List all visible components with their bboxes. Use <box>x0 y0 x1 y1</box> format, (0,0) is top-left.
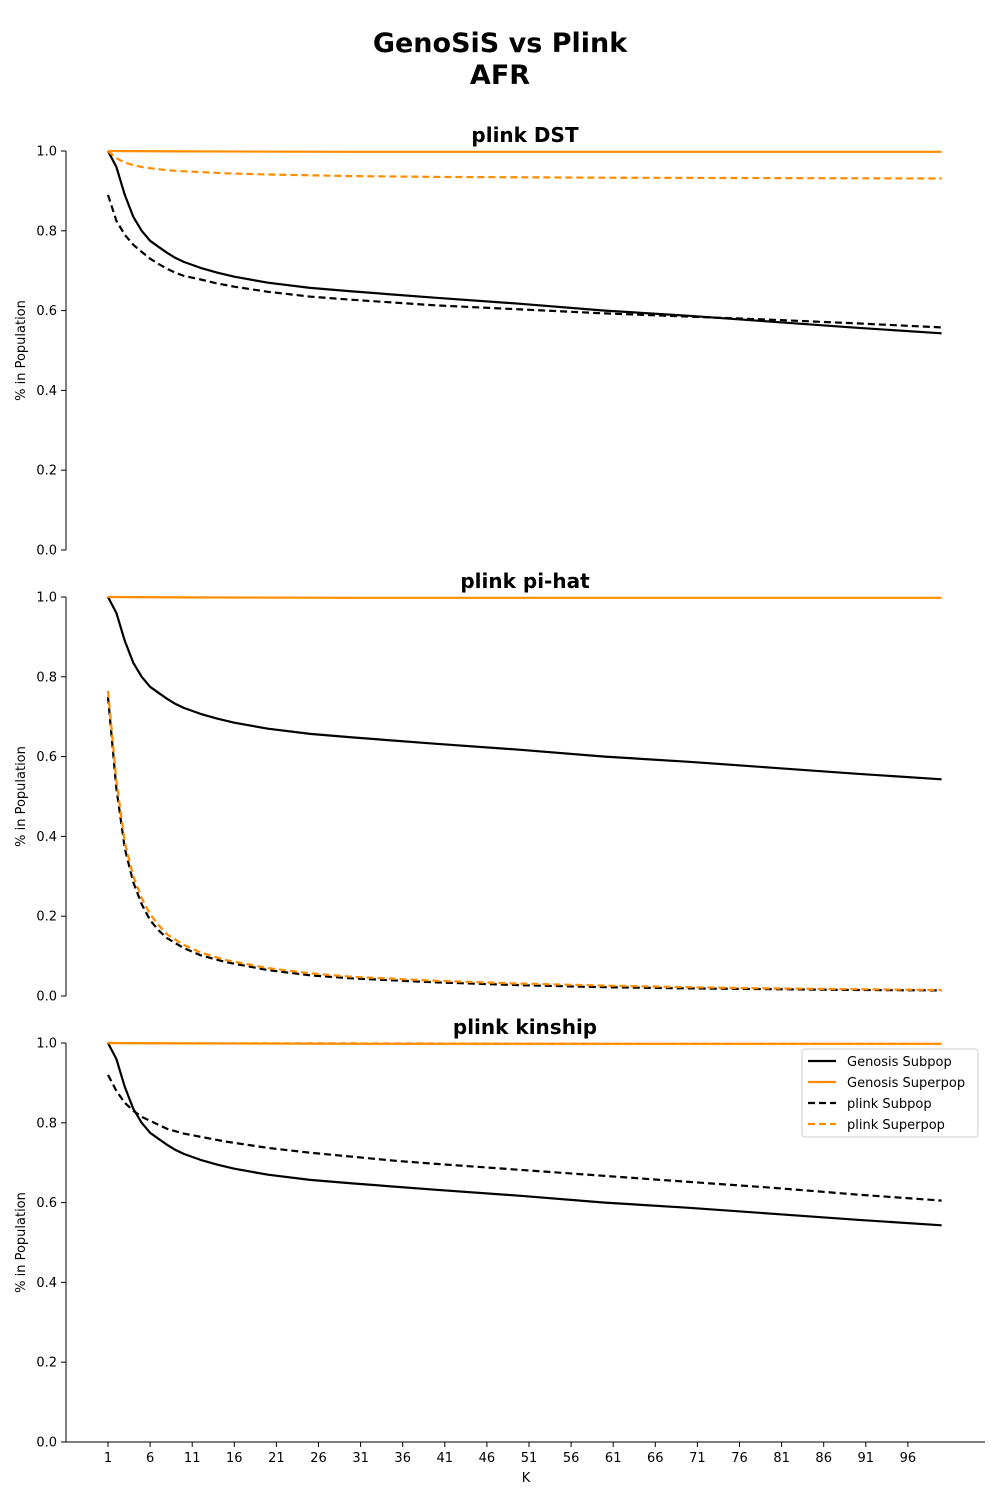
y-tick-label: 0.4 <box>36 384 57 399</box>
y-tick-label: 1.0 <box>36 145 57 160</box>
x-tick-label: 26 <box>310 1451 327 1466</box>
x-tick-label: 6 <box>146 1451 154 1466</box>
panel-title: plink DST <box>471 123 579 147</box>
x-tick-label: 71 <box>689 1451 706 1466</box>
x-tick-label: 1 <box>104 1451 112 1466</box>
y-tick-label: 0.8 <box>36 1116 57 1131</box>
series-line-plink-subpop <box>107 1074 942 1202</box>
y-tick-label: 0.0 <box>36 990 57 1005</box>
panel-plink-pi-hat: plink pi-hat 0.0 0.2 0.4 0.6 0.8 1.0 % in Popul… <box>14 569 942 1005</box>
x-tick-label: 16 <box>226 1451 243 1466</box>
y-tick-label: 0.2 <box>36 1356 57 1371</box>
panel-plink-dst: plink DST 0.0 0.2 0.4 0.6 0.8 1.0 % in Populati… <box>14 123 942 559</box>
x-tick-label: 41 <box>437 1451 454 1466</box>
y-axis-label: % in Population <box>14 746 29 847</box>
x-tick-label: 66 <box>647 1451 664 1466</box>
x-axis-label: K <box>522 1471 531 1486</box>
y-tick-label: 0.2 <box>36 910 57 925</box>
x-tick-label: 56 <box>563 1451 580 1466</box>
x-tick-label: 91 <box>858 1451 875 1466</box>
legend-label: plink Superpop <box>847 1118 945 1133</box>
x-tick-label: 96 <box>900 1451 917 1466</box>
x-tick-label: 31 <box>352 1451 369 1466</box>
y-tick-label: 0.4 <box>36 1276 57 1291</box>
y-tick-label: 0.0 <box>36 1436 57 1451</box>
series-line-genosis-subpop <box>107 1042 942 1227</box>
x-tick-label: 51 <box>521 1451 538 1466</box>
x-tick-label: 61 <box>605 1451 622 1466</box>
x-tick-label: 11 <box>184 1451 201 1466</box>
series-line-plink-superpop <box>106 690 942 992</box>
series-line-plink-superpop <box>107 1041 942 1045</box>
series-line-genosis-superpop <box>107 149 942 153</box>
y-tick-label: 0.2 <box>36 464 57 479</box>
series-line-plink-subpop <box>106 696 942 992</box>
y-tick-label: 0.6 <box>36 304 57 319</box>
series-line-genosis-subpop <box>107 150 942 335</box>
series-line-genosis-subpop <box>107 596 942 781</box>
y-tick-label: 1.0 <box>36 1037 57 1052</box>
series-line-plink-subpop <box>106 194 942 329</box>
y-axis-label: % in Population <box>14 1192 29 1293</box>
x-tick-label: 86 <box>815 1451 832 1466</box>
x-tick-label: 21 <box>268 1451 285 1466</box>
figure-subtitle: AFR <box>470 60 530 91</box>
panel-title: plink pi-hat <box>460 569 590 593</box>
x-tick-label: 36 <box>394 1451 411 1466</box>
legend-box <box>801 1048 979 1138</box>
y-tick-label: 0.4 <box>36 830 57 845</box>
legend-label: Genosis Subpop <box>847 1055 952 1070</box>
legend-label: plink Subpop <box>847 1097 932 1112</box>
panel-title: plink kinship <box>453 1015 597 1039</box>
x-tick-label: 46 <box>479 1451 496 1466</box>
series-line-plink-superpop <box>107 150 942 180</box>
y-tick-label: 0.8 <box>36 224 57 239</box>
y-axis-label: % in Population <box>14 300 29 401</box>
series-line-genosis-superpop <box>107 595 942 599</box>
figure-title: GenoSiS vs Plink <box>373 28 628 59</box>
y-tick-label: 0.6 <box>36 1196 57 1211</box>
x-tick-label: 76 <box>731 1451 748 1466</box>
y-tick-label: 0.6 <box>36 750 57 765</box>
y-tick-label: 1.0 <box>36 591 57 606</box>
legend: Genosis Subpop Genosis Superpop plink Subp… <box>801 1048 979 1138</box>
legend-label: Genosis Superpop <box>847 1076 965 1091</box>
y-tick-label: 0.0 <box>36 544 57 559</box>
y-tick-label: 0.8 <box>36 670 57 685</box>
x-tick-label: 81 <box>773 1451 790 1466</box>
